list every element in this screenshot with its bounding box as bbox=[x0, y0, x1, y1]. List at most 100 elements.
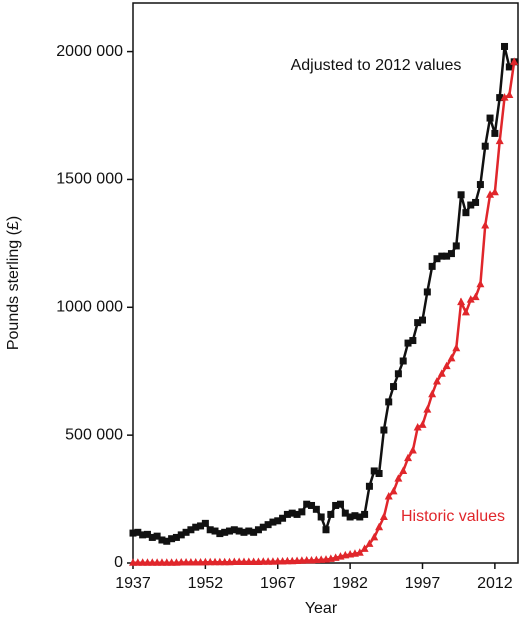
marker bbox=[308, 501, 316, 509]
marker bbox=[390, 383, 398, 391]
marker bbox=[312, 505, 320, 513]
marker bbox=[322, 526, 330, 534]
y-tick-label: 1000 000 bbox=[56, 299, 123, 316]
marker bbox=[481, 220, 490, 229]
marker bbox=[461, 307, 470, 316]
x-axis-label: Year bbox=[305, 600, 338, 617]
marker bbox=[346, 513, 354, 521]
marker bbox=[355, 548, 364, 556]
marker bbox=[501, 42, 509, 50]
marker bbox=[235, 527, 243, 535]
y-tick-label: 1500 000 bbox=[56, 171, 123, 188]
marker bbox=[221, 528, 229, 536]
x-tick-label: 1997 bbox=[405, 575, 441, 592]
marker bbox=[443, 252, 451, 260]
marker bbox=[163, 537, 171, 545]
marker bbox=[505, 90, 514, 99]
marker bbox=[432, 376, 441, 385]
marker bbox=[423, 288, 431, 296]
marker bbox=[269, 518, 277, 526]
marker bbox=[158, 536, 166, 544]
marker bbox=[245, 527, 253, 535]
marker bbox=[240, 528, 248, 536]
marker bbox=[274, 517, 282, 525]
x-tick-label: 1952 bbox=[188, 575, 224, 592]
marker bbox=[254, 526, 262, 534]
marker bbox=[437, 369, 446, 377]
marker bbox=[394, 474, 403, 482]
marker bbox=[500, 93, 509, 101]
marker bbox=[467, 201, 475, 209]
series-label: Historic values bbox=[401, 508, 505, 525]
marker bbox=[279, 514, 287, 522]
marker bbox=[264, 521, 272, 529]
marker bbox=[298, 508, 306, 516]
marker bbox=[226, 527, 233, 535]
y-tick-label: 0 bbox=[114, 554, 123, 571]
marker bbox=[365, 539, 374, 547]
series-line bbox=[132, 46, 516, 543]
marker bbox=[365, 482, 373, 490]
marker bbox=[206, 526, 214, 534]
series-label: Adjusted to 2012 values bbox=[291, 57, 462, 74]
marker bbox=[211, 527, 219, 535]
marker bbox=[466, 295, 475, 303]
marker bbox=[327, 510, 335, 518]
marker bbox=[197, 522, 205, 530]
y-tick-label: 500 000 bbox=[65, 426, 123, 443]
marker bbox=[404, 453, 413, 462]
marker bbox=[452, 242, 460, 250]
y-axis-label: Pounds sterling (£) bbox=[5, 216, 22, 350]
marker bbox=[423, 405, 432, 413]
marker bbox=[187, 526, 195, 534]
marker bbox=[476, 279, 485, 288]
marker bbox=[481, 142, 489, 150]
marker bbox=[419, 316, 426, 324]
marker bbox=[409, 337, 417, 345]
marker bbox=[442, 361, 451, 370]
marker bbox=[428, 389, 437, 398]
marker bbox=[177, 531, 185, 539]
marker bbox=[385, 398, 393, 406]
marker bbox=[230, 526, 238, 534]
marker bbox=[457, 191, 465, 199]
y-tick-label: 2000 000 bbox=[56, 43, 123, 60]
marker bbox=[394, 370, 402, 378]
marker bbox=[129, 529, 137, 537]
marker bbox=[457, 297, 466, 306]
marker bbox=[303, 500, 311, 508]
marker bbox=[380, 426, 388, 434]
marker bbox=[447, 250, 455, 258]
marker bbox=[216, 530, 224, 538]
marker bbox=[283, 510, 291, 518]
marker bbox=[192, 523, 200, 531]
marker bbox=[496, 94, 504, 102]
series-line bbox=[133, 61, 516, 564]
marker bbox=[148, 533, 156, 541]
marker bbox=[375, 522, 384, 531]
x-tick-label: 1937 bbox=[115, 575, 151, 592]
marker bbox=[462, 209, 470, 217]
marker bbox=[471, 292, 480, 301]
marker bbox=[250, 528, 258, 536]
marker bbox=[360, 544, 369, 552]
marker bbox=[370, 532, 379, 541]
marker bbox=[182, 528, 190, 536]
marker bbox=[491, 129, 499, 137]
marker bbox=[153, 532, 161, 540]
marker bbox=[288, 509, 296, 517]
marker bbox=[370, 467, 378, 475]
marker bbox=[379, 512, 388, 520]
marker bbox=[259, 523, 267, 531]
marker bbox=[389, 486, 398, 495]
marker bbox=[486, 114, 494, 122]
marker bbox=[356, 513, 364, 521]
marker bbox=[384, 492, 393, 500]
marker bbox=[472, 198, 480, 206]
marker bbox=[172, 533, 180, 541]
marker bbox=[143, 530, 151, 538]
marker bbox=[433, 255, 441, 263]
marker bbox=[399, 357, 407, 365]
marker bbox=[418, 420, 427, 428]
marker bbox=[408, 445, 417, 454]
